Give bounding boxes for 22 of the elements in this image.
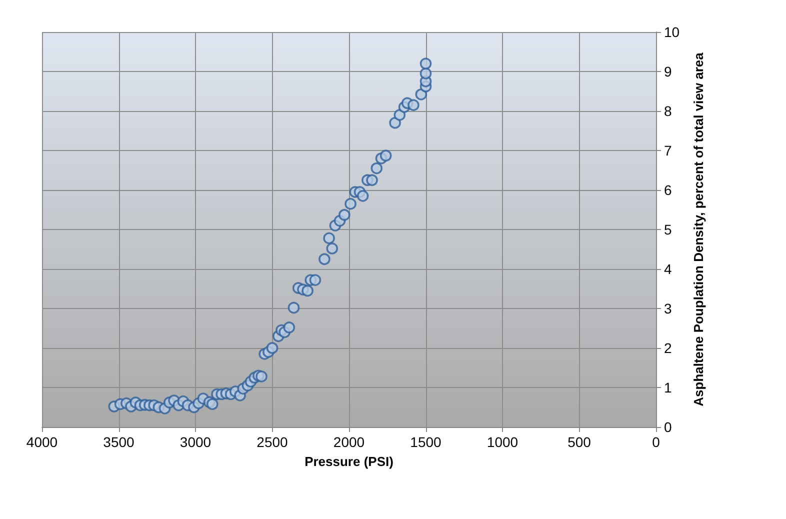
y-tick-label: 3 (664, 300, 672, 316)
x-tick-label: 2500 (256, 434, 288, 450)
y-tick-label: 10 (664, 24, 680, 40)
x-tick-label: 3500 (103, 434, 135, 450)
x-tick-label: 1000 (486, 434, 518, 450)
y-tick-label: 6 (664, 182, 672, 198)
y-tick-label: 2 (664, 340, 672, 356)
y-tick-label: 7 (664, 142, 672, 158)
x-tick-label: 4000 (26, 434, 58, 450)
y-tick-label: 9 (664, 64, 672, 80)
x-tick-label: 2000 (333, 434, 365, 450)
x-axis-title: Pressure (PSI) (304, 454, 394, 469)
y-tick-label: 8 (664, 103, 672, 119)
x-tick-label: 3000 (180, 434, 212, 450)
y-tick-label: 1 (664, 380, 672, 396)
y-tick-label: 5 (664, 222, 672, 238)
y-axis-title: Asphaltene Pouplation Density, percent of total view area (690, 52, 706, 406)
y-tick-label: 4 (664, 261, 672, 277)
x-tick-label: 0 (652, 434, 660, 450)
y-tick-label: 0 (664, 419, 672, 435)
x-tick-label: 1500 (410, 434, 442, 450)
x-tick-label: 500 (568, 434, 592, 450)
